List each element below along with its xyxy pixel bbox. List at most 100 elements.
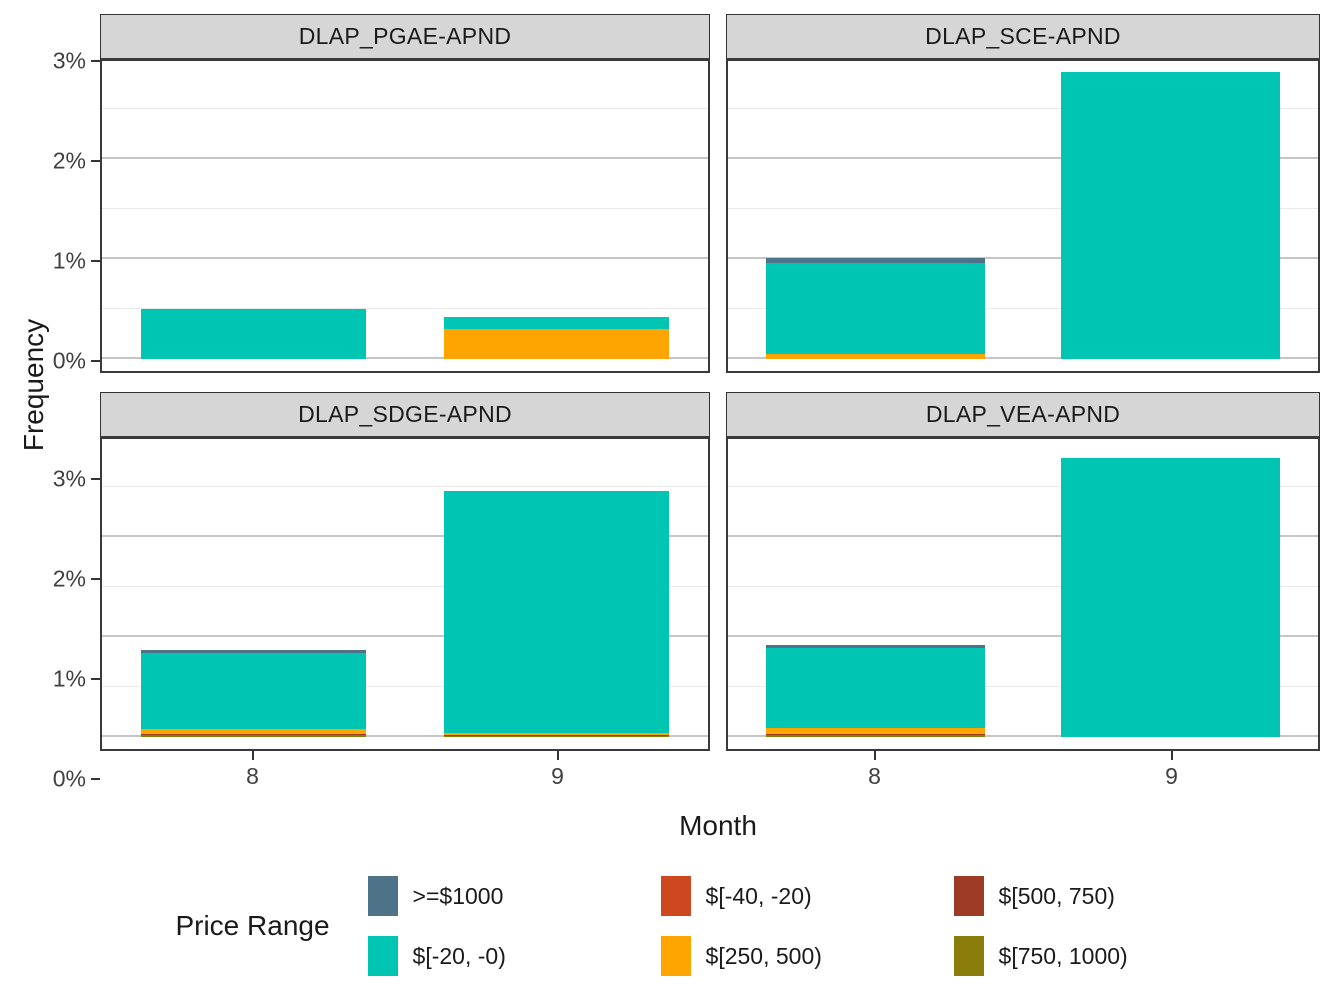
- bar-month-8: [141, 650, 366, 737]
- facet-strip: DLAP_VEA-APND: [726, 392, 1320, 436]
- bar-segment: [766, 354, 985, 359]
- y-axis-tick-mark: [91, 778, 100, 780]
- minor-gridline: [728, 486, 1318, 487]
- bar-month-9: [1061, 72, 1280, 359]
- x-axis-tick-label: 9: [1165, 763, 1178, 789]
- bar-segment: [766, 728, 985, 734]
- major-gridline: [102, 735, 708, 737]
- y-axis-tick-label: 0%: [52, 347, 86, 374]
- bar-segment: [444, 329, 669, 359]
- minor-gridline: [102, 108, 708, 109]
- x-axis-tick-label: 8: [246, 763, 259, 789]
- bar-segment: [766, 735, 985, 737]
- facet-strip-label: DLAP_PGAE-APND: [298, 23, 512, 49]
- legend-item: $[250, 500): [660, 936, 876, 976]
- y-axis-tick-label: 2%: [52, 147, 86, 174]
- x-axis-tick-mark: [556, 751, 559, 760]
- facet-strip-label: DLAP_SDGE-APND: [298, 401, 512, 427]
- major-gridline: [102, 436, 708, 437]
- minor-gridline: [102, 586, 708, 587]
- legend-swatch: [953, 876, 984, 916]
- minor-gridline: [728, 586, 1318, 587]
- major-gridline: [102, 58, 708, 59]
- major-gridline: [728, 535, 1318, 537]
- bar-month-9: [444, 317, 669, 359]
- y-axis-tick-mark: [91, 678, 100, 680]
- legend-item: $[750, 1000): [953, 936, 1169, 976]
- bar-segment: [444, 733, 669, 735]
- major-gridline: [728, 735, 1318, 737]
- bar-segment: [141, 729, 366, 734]
- x-axis-title: Month: [679, 810, 757, 841]
- minor-gridline: [102, 486, 708, 487]
- chart-area: Frequency 0% 1% 2% 3% DLAP_PGAE-APND DLAP_S…: [0, 14, 1344, 841]
- facet-strip: DLAP_SDGE-APND: [100, 392, 710, 436]
- major-gridline: [728, 157, 1318, 159]
- x-axis-tick-mark: [873, 751, 876, 760]
- y-axis-bottom-row: 0% 1% 2% 3%: [0, 392, 100, 792]
- major-gridline: [102, 635, 708, 637]
- legend-label: $[750, 1000): [998, 942, 1128, 969]
- bar-segment: [1061, 72, 1280, 359]
- x-axis-tick-label: 8: [868, 763, 881, 789]
- bar-segment: [444, 491, 669, 733]
- minor-gridline: [728, 308, 1318, 309]
- bar-segment: [141, 734, 366, 735]
- major-gridline: [728, 436, 1318, 437]
- plot-area: [100, 58, 710, 373]
- bar-segment: [766, 734, 985, 735]
- x-axis-tick-label: 9: [551, 763, 564, 789]
- facet-strip: DLAP_SCE-APND: [726, 14, 1320, 58]
- bar-month-8: [766, 258, 985, 359]
- facet-strip: DLAP_PGAE-APND: [100, 14, 710, 58]
- major-gridline: [728, 357, 1318, 359]
- y-axis-tick-mark: [91, 160, 100, 162]
- y-axis-tick-label: 0%: [52, 765, 86, 792]
- minor-gridline: [728, 686, 1318, 687]
- major-gridline: [102, 257, 708, 259]
- bar-segment: [766, 258, 985, 263]
- bar-segment: [141, 650, 366, 653]
- facet-panel-dlap-pgae-apnd: DLAP_PGAE-APND: [100, 14, 710, 373]
- bar-segment: [141, 653, 366, 729]
- bar-segment: [444, 736, 669, 737]
- major-gridline: [102, 535, 708, 537]
- legend-item: $[-40, -20): [660, 876, 876, 916]
- major-gridline: [728, 635, 1318, 637]
- legend-item: $[500, 750): [953, 876, 1169, 916]
- legend-label: $[-20, -0): [412, 942, 506, 969]
- bar-segment: [444, 735, 669, 736]
- y-axis-tick-label: 3%: [52, 465, 86, 492]
- y-axis-top-row: 0% 1% 2% 3%: [0, 14, 100, 374]
- legend-swatch: [660, 876, 691, 916]
- legend-label: $[250, 500): [705, 942, 822, 969]
- y-axis-tick-label: 2%: [52, 565, 86, 592]
- legend-swatch: [367, 936, 398, 976]
- legend-label: $[-40, -20): [705, 882, 812, 909]
- y-axis-tick-mark: [91, 360, 100, 362]
- major-gridline: [102, 357, 708, 359]
- legend-label: $[500, 750): [998, 882, 1115, 909]
- major-gridline: [728, 257, 1318, 259]
- y-axis-tick-mark: [91, 478, 100, 480]
- bar-segment: [141, 735, 366, 737]
- legend-swatch: [953, 936, 984, 976]
- legend-label: >=$1000: [412, 882, 504, 909]
- bar-month-9: [444, 491, 669, 737]
- bar-segment: [766, 648, 985, 728]
- facet-strip-label: DLAP_SCE-APND: [925, 23, 1121, 49]
- bar-month-8: [141, 309, 366, 359]
- legend-swatch: [367, 876, 398, 916]
- facet-row-top: 0% 1% 2% 3% DLAP_PGAE-APND DLAP_SCE-APND: [0, 14, 1344, 374]
- y-axis-tick-label: 3%: [52, 47, 86, 74]
- minor-gridline: [728, 208, 1318, 209]
- bar-segment: [766, 645, 985, 648]
- plot-area: [100, 436, 710, 751]
- legend-title: Price Range: [175, 910, 330, 941]
- facet-panel-dlap-sce-apnd: DLAP_SCE-APND: [726, 14, 1320, 373]
